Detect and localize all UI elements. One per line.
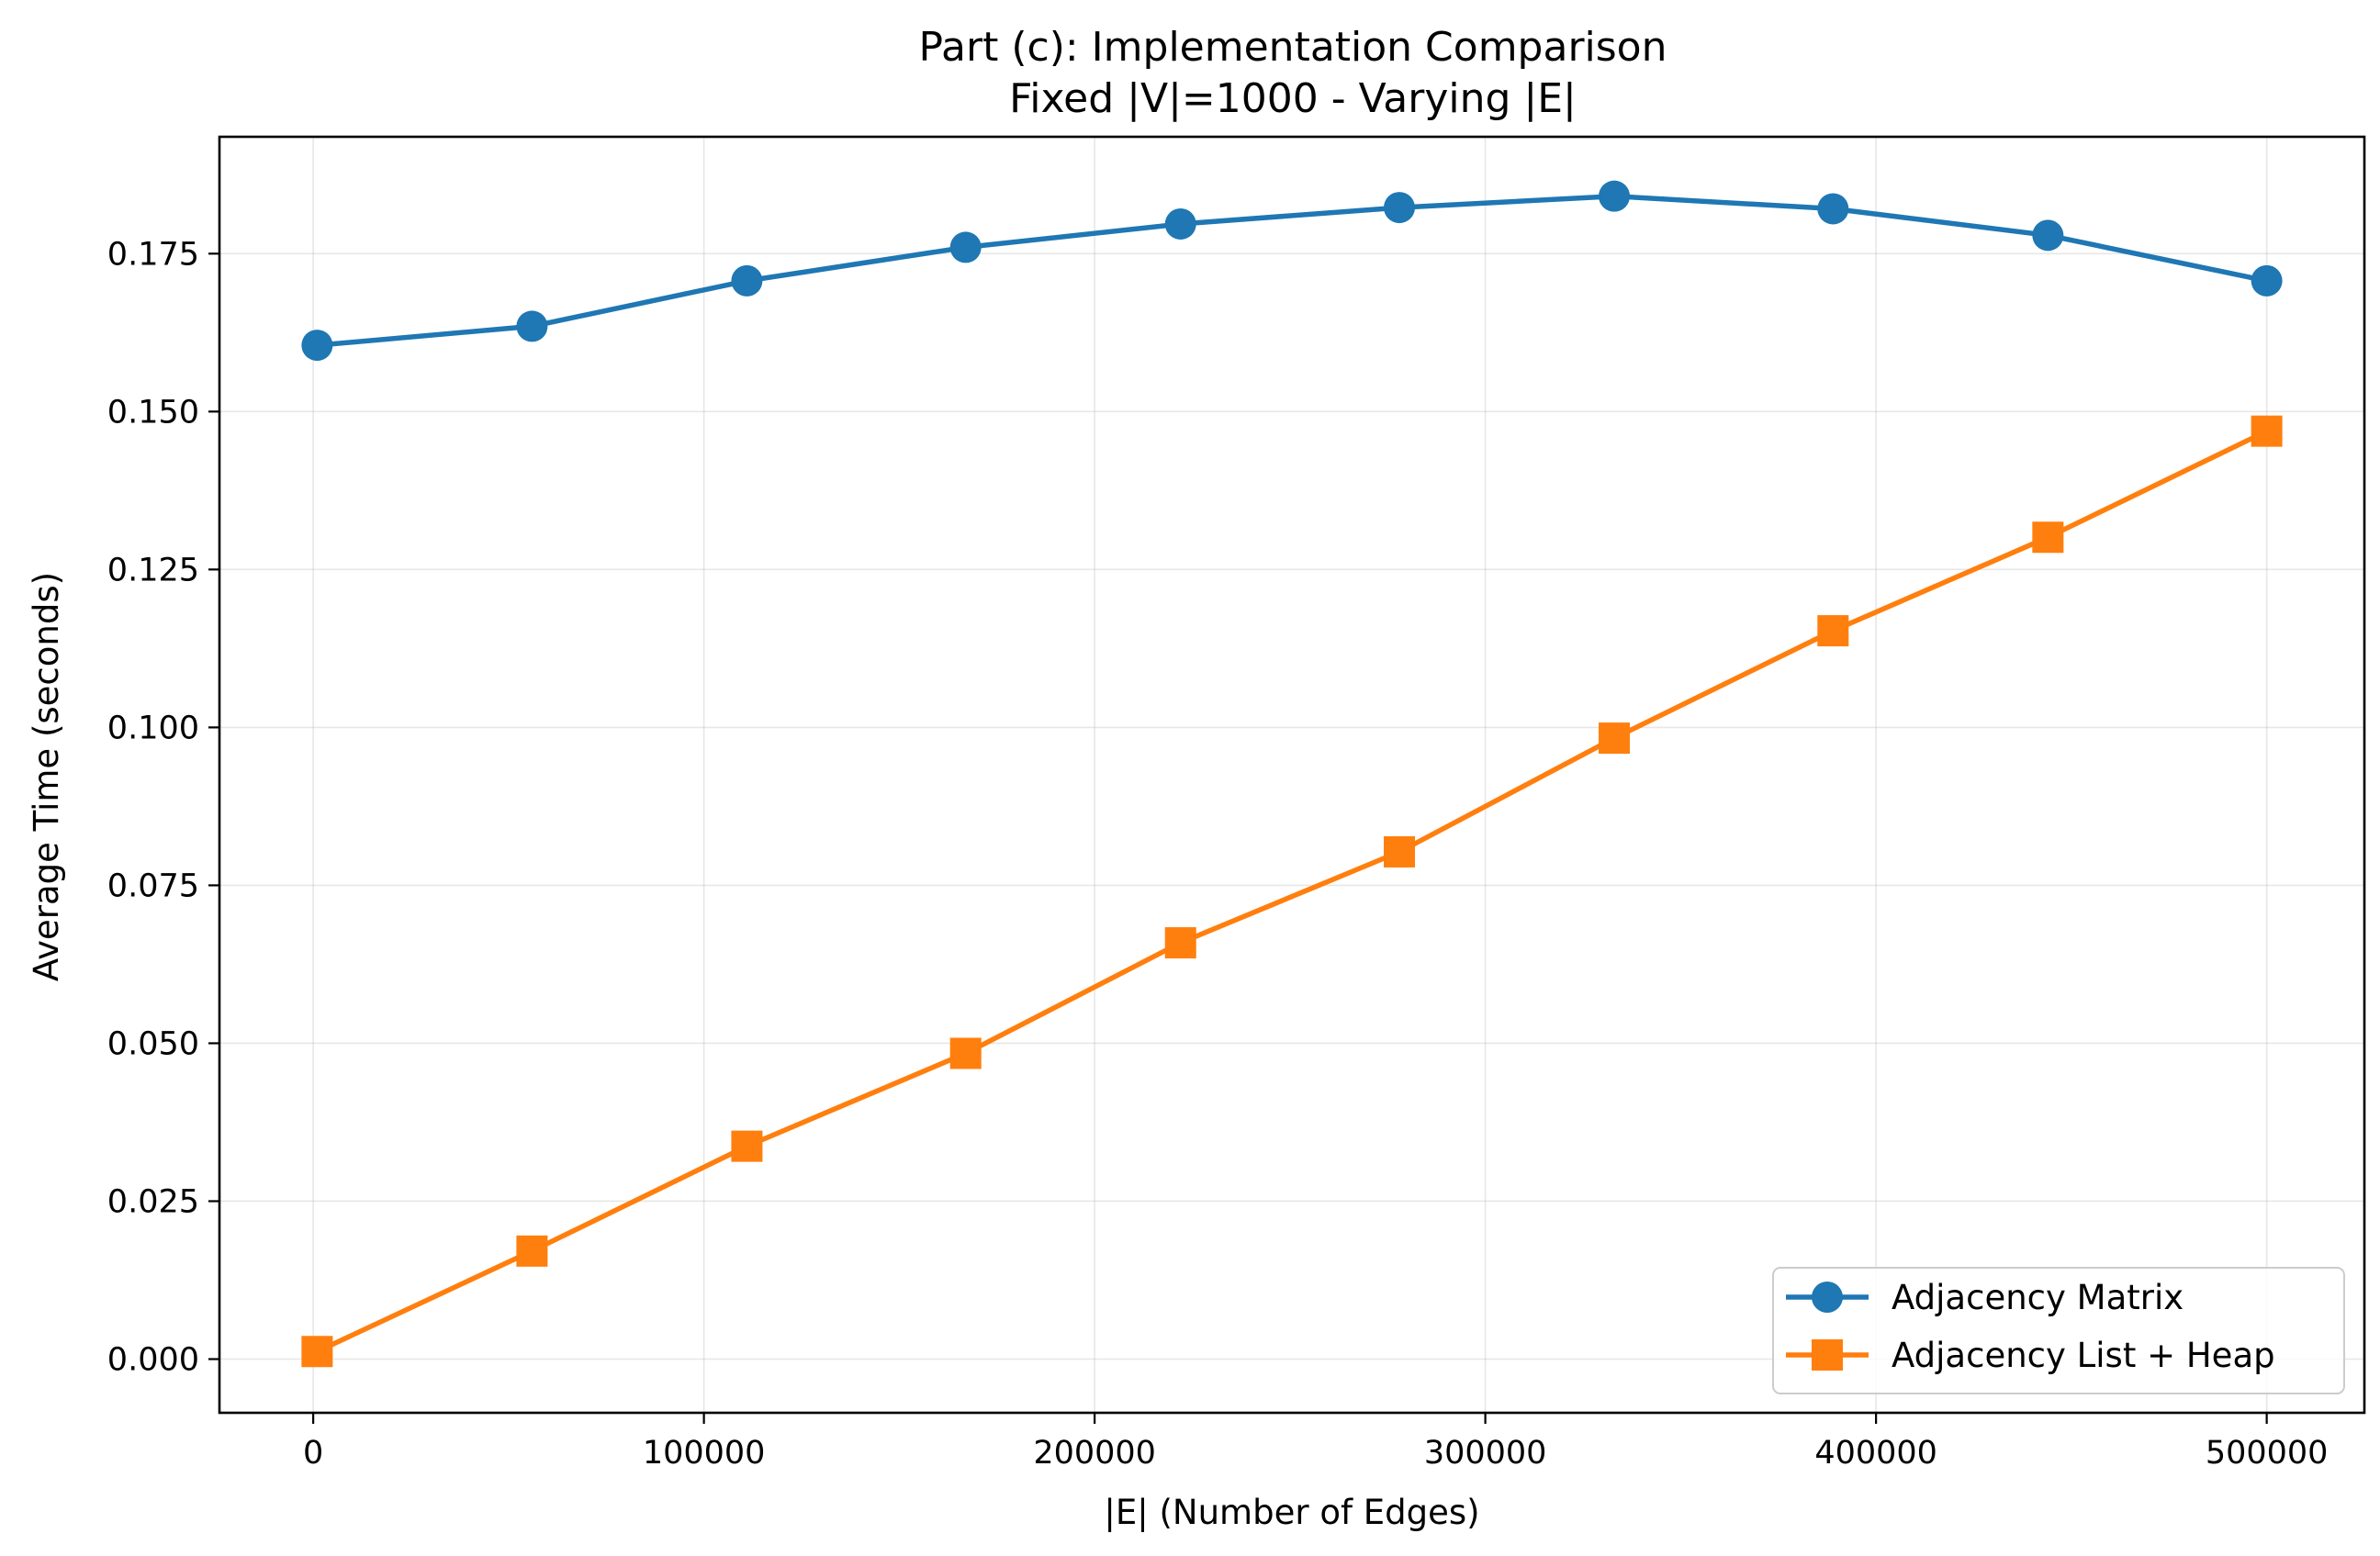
x-tick-label: 300000 — [1424, 1435, 1547, 1472]
legend-label: Adjacency Matrix — [1892, 1278, 2184, 1317]
y-tick-label: 0.125 — [107, 552, 199, 588]
x-tick-label: 500000 — [2206, 1435, 2329, 1472]
x-axis-ticks: 0 100000 200000 300000 400000 500000 — [303, 1413, 2328, 1472]
x-tick-label: 200000 — [1033, 1435, 1156, 1472]
data-point — [516, 310, 548, 342]
y-tick-label: 0.150 — [107, 394, 199, 431]
legend-box — [1772, 1267, 2345, 1394]
y-axis-label: Average Time (seconds) — [27, 572, 66, 981]
data-point — [2251, 415, 2283, 447]
plot-frame — [218, 135, 2366, 1415]
data-point — [301, 330, 333, 362]
series-area — [301, 180, 2283, 1368]
legend-entry: Adjacency Matrix — [1786, 1278, 2184, 1317]
data-point — [516, 1235, 548, 1267]
data-point — [731, 264, 763, 297]
series-2 — [301, 415, 2283, 1368]
series-line — [316, 429, 2268, 1354]
y-tick-label: 0.075 — [107, 868, 199, 904]
y-tick-label: 0.025 — [107, 1183, 199, 1220]
y-tick-label: 0.100 — [107, 710, 199, 746]
legend-marker — [1812, 1339, 1843, 1371]
data-point — [2251, 264, 2283, 297]
series-line — [317, 193, 2268, 348]
data-point — [2032, 219, 2064, 252]
data-point — [1384, 835, 1416, 868]
series-1 — [301, 180, 2283, 362]
x-tick-label: 400000 — [1814, 1435, 1937, 1472]
y-tick-label: 0.000 — [107, 1342, 199, 1379]
data-point — [1817, 615, 1849, 647]
legend-label: Adjacency List + Heap — [1892, 1336, 2275, 1375]
legend-entries: Adjacency Matrix Adjacency List + Heap — [1786, 1278, 2275, 1375]
data-point — [1384, 192, 1416, 224]
data-point — [949, 231, 982, 263]
data-point — [1599, 180, 1631, 212]
y-tick-label: 0.050 — [107, 1025, 199, 1062]
legend-marker — [1812, 1282, 1843, 1313]
data-point — [301, 1336, 333, 1368]
legend: Adjacency Matrix Adjacency List + Heap — [1772, 1267, 2345, 1394]
chart-subtitle: Fixed |V|=1000 - Varying |E| — [1009, 75, 1577, 122]
data-point — [731, 1130, 763, 1162]
x-tick-label: 100000 — [643, 1435, 766, 1472]
data-point — [2032, 521, 2064, 554]
data-point — [949, 1037, 982, 1069]
data-point — [1599, 722, 1631, 755]
x-tick-label: 0 — [303, 1435, 323, 1472]
y-axis-ticks: 0.000 0.025 0.050 0.075 0.100 0.125 0.150 0.175 — [107, 236, 219, 1379]
grid — [219, 137, 2364, 1413]
data-point — [1817, 193, 1849, 225]
data-point — [1164, 207, 1196, 240]
x-axis-label: |E| (Number of Edges) — [1104, 1493, 1479, 1532]
y-tick-label: 0.175 — [107, 236, 199, 273]
chart-title: Part (c): Implementation Comparison — [919, 24, 1667, 71]
legend-entry: Adjacency List + Heap — [1786, 1336, 2275, 1375]
data-point — [1164, 927, 1196, 959]
